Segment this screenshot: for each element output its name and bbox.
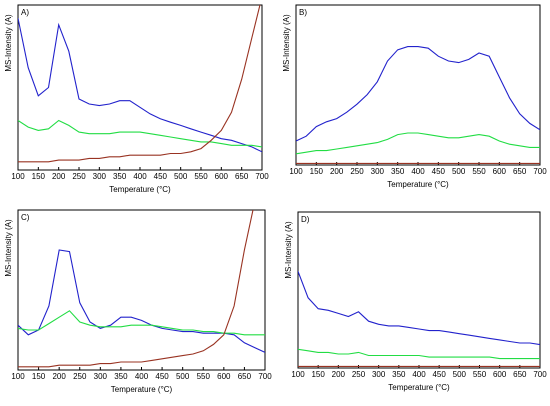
- x-tick-label: 700: [258, 372, 272, 381]
- x-tick-label: 300: [371, 167, 385, 176]
- series-group: [298, 271, 540, 367]
- x-tick-label: 200: [52, 172, 66, 181]
- x-tick-label: 500: [452, 167, 466, 176]
- x-tick-label: 250: [350, 167, 364, 176]
- x-tick-label: 700: [533, 167, 547, 176]
- x-axis-label: Temperature (°C): [387, 180, 449, 189]
- x-axis-label: Temperature (°C): [111, 385, 173, 394]
- panel: 100 150 200 250 300 350 400 450 500 550 600 650 700 T…: [282, 4, 547, 189]
- x-tick-label: 400: [411, 167, 425, 176]
- panel-label: A): [21, 8, 29, 17]
- x-tick-label: 350: [114, 372, 128, 381]
- x-tick-label: 100: [11, 372, 25, 381]
- x-tick-label: 100: [291, 370, 305, 379]
- y-axis-label: MS-Intensity (A): [4, 14, 13, 72]
- series-line: [296, 132, 540, 155]
- x-tick-label: 200: [330, 167, 344, 176]
- x-tick-label: 400: [133, 172, 147, 181]
- x-tick-label: 500: [176, 372, 190, 381]
- plot-frame: [17, 4, 263, 171]
- y-axis-label: MS-Intensity (A): [284, 221, 293, 279]
- x-tick-label: 450: [432, 370, 446, 379]
- panel: 100 150 200 250 300 350 400 450 500 550 600 650 700 T…: [284, 211, 547, 392]
- x-tick-label: 550: [472, 167, 486, 176]
- x-tick-label: 250: [72, 172, 86, 181]
- y-axis-label: MS-Intensity (A): [282, 14, 291, 72]
- series-line: [18, 5, 261, 163]
- x-axis-label: Temperature (°C): [109, 185, 171, 194]
- x-tick-label: 600: [217, 372, 231, 381]
- panel-label: D): [301, 215, 310, 224]
- y-axis-label: MS-Intensity (A): [4, 219, 13, 277]
- x-tick-label: 100: [11, 172, 25, 181]
- x-tick-label: 200: [52, 372, 66, 381]
- x-tick-label: 650: [238, 372, 252, 381]
- panel: 100 150 200 250 300 350 400 450 500 550 600 650 700 T…: [4, 209, 272, 394]
- panel-label: B): [299, 8, 307, 17]
- series-group: [18, 210, 265, 368]
- series-line: [18, 210, 254, 368]
- x-tick-label: 400: [135, 372, 149, 381]
- x-tick-label: 650: [513, 167, 527, 176]
- x-tick-label: 350: [391, 167, 405, 176]
- x-tick-label: 550: [197, 372, 211, 381]
- x-tick-label: 650: [513, 370, 527, 379]
- x-tick-label: 150: [311, 370, 325, 379]
- x-tick-label: 600: [215, 172, 229, 181]
- x-tick-label: 650: [235, 172, 249, 181]
- x-tick-label: 500: [453, 370, 467, 379]
- x-tick-label: 700: [533, 370, 547, 379]
- x-tick-label: 150: [310, 167, 324, 176]
- panel: 100 150 200 250 300 350 400 450 500 550 600 650 700 T…: [4, 4, 269, 194]
- x-tick-label: 200: [332, 370, 346, 379]
- x-tick-label: 300: [93, 172, 107, 181]
- x-tick-label: 450: [155, 372, 169, 381]
- series-line: [18, 249, 265, 353]
- x-tick-label: 550: [194, 172, 208, 181]
- plot-frame: [297, 211, 541, 369]
- x-axis-label: Temperature (°C): [388, 383, 450, 392]
- series-group: [18, 5, 262, 163]
- series-line: [298, 271, 540, 346]
- series-line: [298, 348, 540, 360]
- x-tick-label: 350: [392, 370, 406, 379]
- x-tick-label: 250: [73, 372, 87, 381]
- x-tick-label: 300: [372, 370, 386, 379]
- x-tick-label: 550: [473, 370, 487, 379]
- plot-frame: [17, 209, 266, 371]
- x-tick-label: 350: [113, 172, 127, 181]
- x-tick-label: 400: [412, 370, 426, 379]
- series-line: [18, 119, 262, 148]
- x-tick-label: 450: [154, 172, 168, 181]
- x-tick-label: 150: [32, 372, 46, 381]
- x-tick-label: 150: [32, 172, 46, 181]
- x-tick-label: 450: [432, 167, 446, 176]
- x-tick-label: 600: [493, 370, 507, 379]
- x-tick-label: 300: [94, 372, 108, 381]
- x-tick-label: 250: [352, 370, 366, 379]
- series-line: [296, 46, 540, 142]
- series-group: [296, 46, 540, 164]
- x-tick-label: 700: [255, 172, 269, 181]
- x-tick-label: 100: [289, 167, 303, 176]
- x-tick-label: 600: [493, 167, 507, 176]
- panel-label: C): [21, 213, 30, 222]
- x-tick-label: 500: [174, 172, 188, 181]
- series-line: [18, 18, 262, 153]
